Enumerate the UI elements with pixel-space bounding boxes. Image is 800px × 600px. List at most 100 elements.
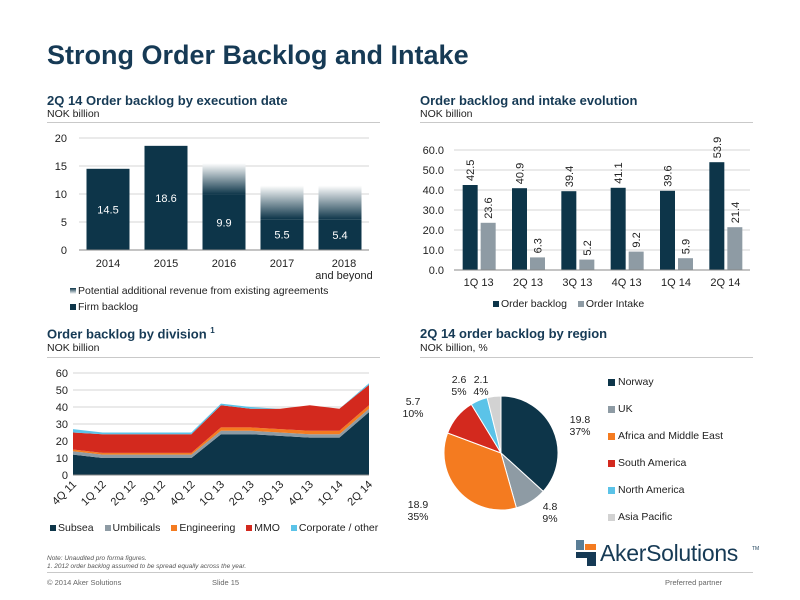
chart3-ytick: 20 xyxy=(56,436,68,448)
legend-swatch-africa xyxy=(608,432,615,440)
chart1-ytick: 15 xyxy=(55,161,67,173)
chart3-ytick: 30 xyxy=(56,419,68,431)
chart1-bar-potential xyxy=(202,163,246,195)
chart3-ytick: 0 xyxy=(62,470,68,482)
chart4-rule xyxy=(420,357,753,358)
chart2-ytick: 60.0 xyxy=(423,145,444,157)
legend-potential: Potential additional revenue from existi… xyxy=(70,285,328,301)
legend-engineering: Engineering xyxy=(171,522,235,534)
chart3-subtitle: NOK billion xyxy=(47,342,100,354)
chart1-subtitle: NOK billion xyxy=(47,108,100,120)
chart1-data-label: 14.5 xyxy=(97,204,118,216)
chart2-bar-backlog xyxy=(512,188,527,270)
chart2-label-backlog: 39.4 xyxy=(564,166,576,187)
legend-label-south-america: South America xyxy=(618,457,687,469)
chart1-bar-firm xyxy=(144,145,188,250)
chart2-ytick: 40.0 xyxy=(423,185,444,197)
chart1-rule xyxy=(47,122,380,123)
legend-swatch-firm xyxy=(70,304,76,311)
legend-south-america: South America xyxy=(608,457,723,484)
legend-swatch-engineering xyxy=(171,525,178,532)
chart3-xtick: 1Q 14 xyxy=(316,479,346,509)
chart1-bar-firm xyxy=(318,219,362,250)
legend-swatch-south-america xyxy=(608,459,615,467)
chart2-xtick: 1Q 13 xyxy=(464,277,494,289)
chart3-xtick: 4Q 12 xyxy=(168,479,198,509)
legend-label-subsea: Subsea xyxy=(58,522,94,534)
chart3-title: Order backlog by division 1 xyxy=(47,326,215,341)
chart2-label-intake: 23.6 xyxy=(483,197,495,218)
legend-label-umbilicals: Umbilicals xyxy=(112,522,161,534)
chart3-xtick: 1Q 13 xyxy=(197,479,227,509)
chart3-title-text: Order backlog by division xyxy=(47,326,207,342)
logo-trademark: TM xyxy=(752,546,760,552)
chart2-label-backlog: 53.9 xyxy=(712,137,724,158)
chart4-svg: 19.8 37% 4.8 9% 18.9 35% 5.7 10% 2.6 5% 2.1 4% xyxy=(402,374,590,525)
chart1-bar-potential xyxy=(260,185,304,220)
legend-umbilicals: Umbilicals xyxy=(104,522,161,534)
chart1-ytick: 5 xyxy=(61,217,67,229)
chart3-xtick: 1Q 12 xyxy=(79,479,109,509)
chart1-svg: 0 5 10 15 20 14.5 2014 18.6 2015 9.9 2016 5.5 2017 5.… xyxy=(55,133,373,282)
legend-swatch-uk xyxy=(608,405,615,413)
chart3-xtick: 3Q 13 xyxy=(257,479,287,509)
legend-mmo: MMO xyxy=(246,522,280,534)
chart2-xtick: 2Q 13 xyxy=(513,277,543,289)
chart2-bar-intake xyxy=(579,259,595,270)
pie-label-africa: 18.9 35% xyxy=(407,499,428,523)
chart3-ytick: 40 xyxy=(56,402,68,414)
chart3-xtick: 4Q 11 xyxy=(50,479,79,508)
legend-norway: Norway xyxy=(608,376,723,403)
legend-firm: Firm backlog xyxy=(70,301,328,317)
chart3-area-mmo xyxy=(73,384,369,453)
legend-label-potential: Potential additional revenue from existi… xyxy=(78,285,329,297)
logo-wordmark: AkerSolutions xyxy=(600,540,739,566)
slide-title: Strong Order Backlog and Intake xyxy=(47,40,469,70)
chart2-ytick: 10.0 xyxy=(423,245,444,257)
legend-label-north-america: North America xyxy=(618,484,685,496)
chart4-subtitle: NOK billion, % xyxy=(420,342,488,354)
chart2-ytick: 20.0 xyxy=(423,225,444,237)
chart2-rule xyxy=(420,122,753,123)
chart4-title: 2Q 14 order backlog by region xyxy=(420,326,608,341)
pie-slice-norway xyxy=(500,395,559,493)
legend-swatch-order-intake xyxy=(577,301,584,308)
chart3-rule xyxy=(47,357,380,358)
chart1-ytick: 0 xyxy=(61,245,67,257)
legend-swatch-potential xyxy=(70,288,76,295)
chart2-bar-intake xyxy=(678,258,693,270)
chart2-xtick: 3Q 13 xyxy=(562,277,592,289)
chart2-label-intake: 5.9 xyxy=(681,239,693,254)
chart2-label-intake: 9.2 xyxy=(631,232,643,247)
chart1-title: 2Q 14 Order backlog by execution date xyxy=(47,93,288,108)
chart1-data-label: 18.6 xyxy=(155,193,176,205)
chart2-bar-backlog xyxy=(660,190,675,270)
chart2-bar-backlog xyxy=(462,185,478,270)
chart1-data-label: 5.4 xyxy=(332,230,347,242)
legend-label-asia-pacific: Asia Pacific xyxy=(618,511,673,523)
chart3-ytick: 60 xyxy=(56,368,68,380)
chart2-label-backlog: 40.9 xyxy=(515,163,527,184)
chart1-bar-firm xyxy=(202,194,246,250)
footer-slide-number: Slide 15 xyxy=(212,578,240,587)
legend-label-norway: Norway xyxy=(618,376,654,388)
pie-label-norway: 19.8 37% xyxy=(569,414,590,438)
chart3-xtick: 3Q 12 xyxy=(138,479,168,509)
aker-logo-icon xyxy=(576,540,596,566)
chart2-title: Order backlog and intake evolution xyxy=(420,93,638,108)
legend-label-engineering: Engineering xyxy=(179,522,236,534)
pie-slice-asia-pacific xyxy=(486,395,502,454)
footer-copyright: © 2014 Aker Solutions xyxy=(47,578,122,587)
chart2-bar-backlog xyxy=(610,187,626,270)
chart1-ytick: 20 xyxy=(55,133,67,145)
legend-north-america: North America xyxy=(608,484,723,511)
footnote-2: 1. 2012 order backlog assumed to be spre… xyxy=(47,563,247,570)
chart2-xtick: 2Q 14 xyxy=(710,277,740,289)
legend-africa: Africa and Middle East xyxy=(608,430,723,457)
chart1-bar-firm xyxy=(86,168,130,250)
legend-swatch-north-america xyxy=(608,486,615,494)
chart1-xtick: 2017 xyxy=(270,258,294,270)
legend-label-uk: UK xyxy=(618,403,633,415)
chart2-ytick: 50.0 xyxy=(423,165,444,177)
